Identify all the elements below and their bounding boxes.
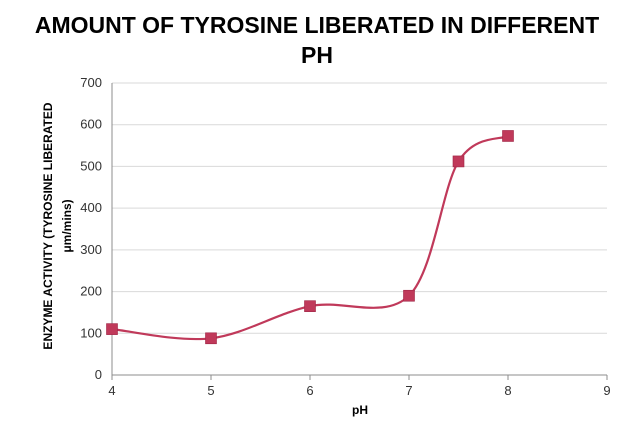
y-tick-label-200: 200 bbox=[80, 284, 102, 299]
x-tick-label-7: 7 bbox=[405, 383, 412, 398]
chart-title-line-1: AMOUNT OF TYROSINE LIBERATED IN DIFFEREN… bbox=[35, 12, 599, 38]
gridlines bbox=[112, 82, 607, 334]
y-tick-label-400: 400 bbox=[80, 200, 102, 215]
y-tick-label-700: 700 bbox=[80, 75, 102, 90]
y-tick-label-600: 600 bbox=[80, 117, 102, 132]
x-tick-label-8: 8 bbox=[504, 383, 511, 398]
x-tick-label-5: 5 bbox=[207, 383, 214, 398]
data-point-ph-6 bbox=[304, 300, 316, 312]
y-tick-label-0: 0 bbox=[95, 367, 102, 382]
x-tick-label-9: 9 bbox=[603, 383, 610, 398]
x-tick-label-4: 4 bbox=[108, 383, 115, 398]
axes bbox=[111, 83, 608, 380]
data-point-ph-5 bbox=[205, 332, 217, 345]
y-axis-label-line-2: μm/mins) bbox=[60, 199, 74, 252]
y-tick-label-500: 500 bbox=[80, 158, 102, 173]
data-point-ph-7 bbox=[403, 289, 415, 302]
x-axis-label: pH bbox=[352, 403, 368, 417]
y-tick-labels: 0 100 200 300 400 500 600 700 bbox=[80, 75, 102, 382]
y-tick-label-300: 300 bbox=[80, 242, 102, 257]
x-tick-label-6: 6 bbox=[306, 383, 313, 398]
chart-title-line-2: PH bbox=[301, 42, 333, 68]
data-point-ph-4 bbox=[106, 323, 118, 335]
x-tick-labels: 4 5 6 7 8 9 bbox=[108, 383, 610, 398]
y-axis-label-line-1: ENZYME ACTIVITY (TYROSINE LIBERATED bbox=[41, 102, 55, 349]
data-point-ph-8 bbox=[502, 130, 514, 142]
data-point-ph-7.5 bbox=[452, 155, 465, 168]
series-group bbox=[106, 130, 514, 345]
y-tick-label-100: 100 bbox=[80, 325, 102, 340]
